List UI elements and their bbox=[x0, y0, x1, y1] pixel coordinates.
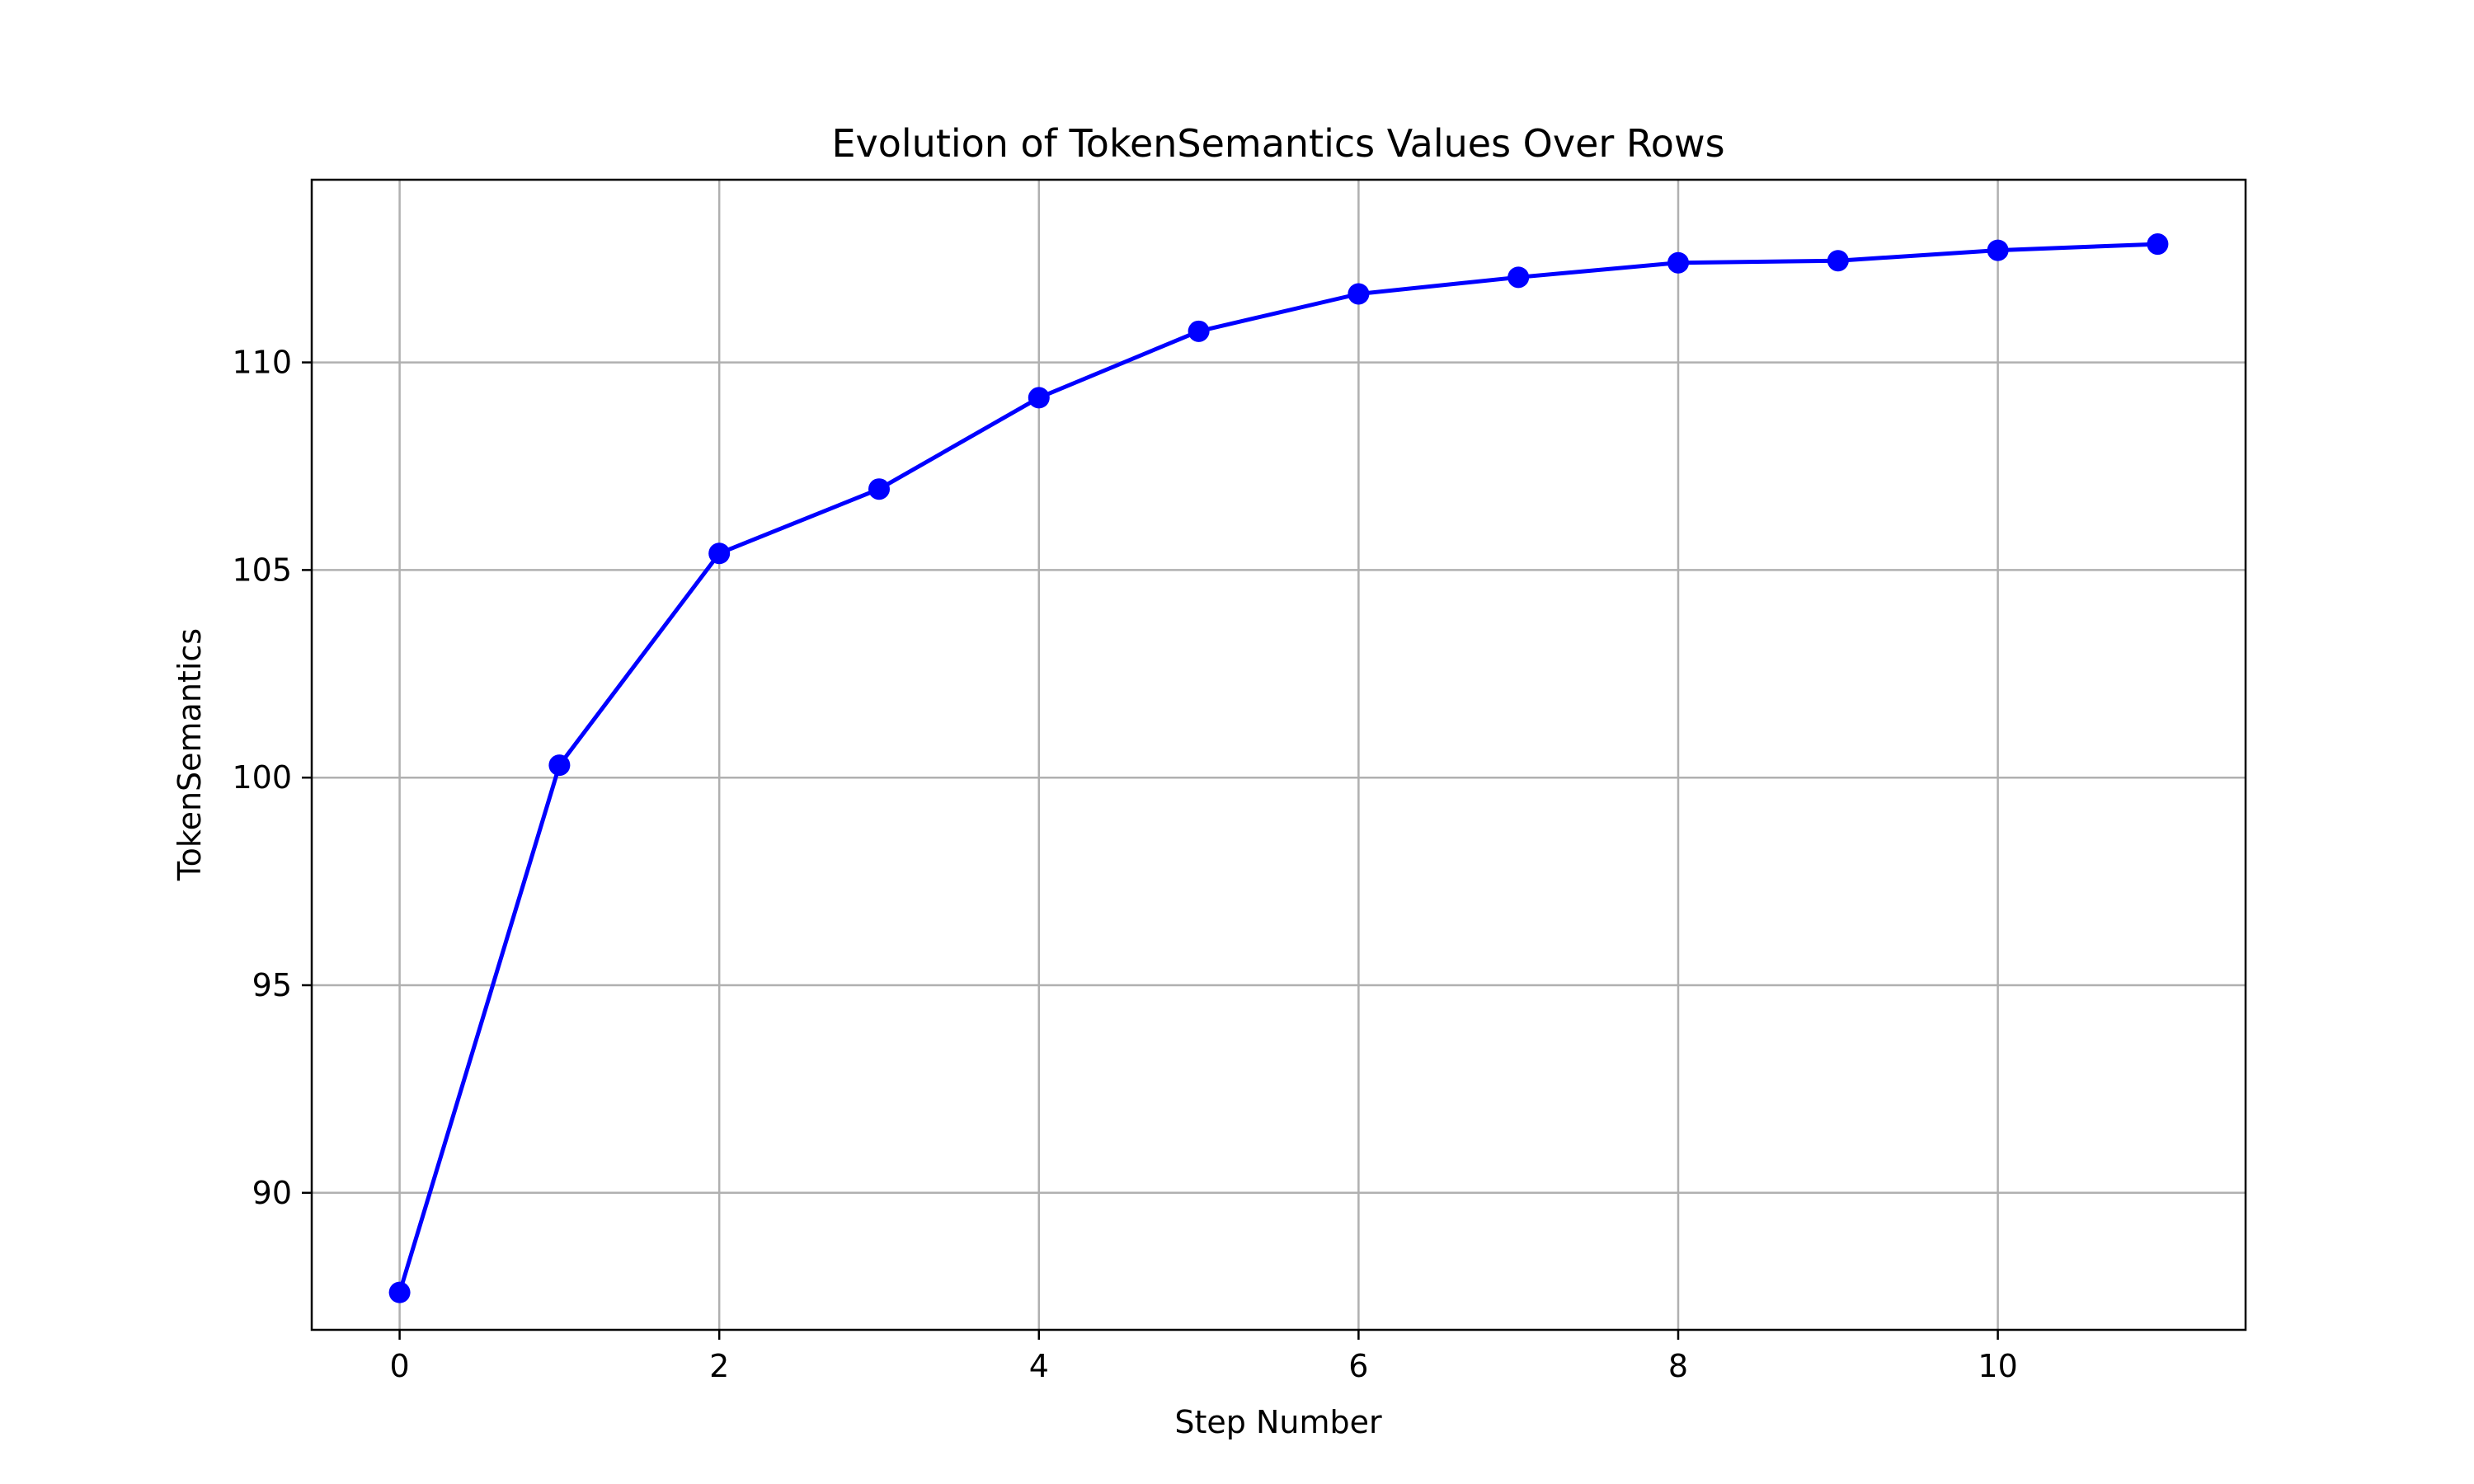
y-axis-label: TokenSemantics bbox=[172, 628, 208, 881]
y-tick-label: 95 bbox=[252, 967, 292, 1003]
x-tick-label: 6 bbox=[1348, 1348, 1368, 1384]
data-point bbox=[708, 542, 731, 565]
x-tick-label: 8 bbox=[1668, 1348, 1688, 1384]
data-point bbox=[2147, 233, 2169, 256]
y-tick-label: 110 bbox=[232, 345, 292, 381]
data-point bbox=[548, 754, 571, 777]
data-point bbox=[1987, 239, 2009, 261]
data-point bbox=[388, 1281, 411, 1303]
plot-area-frame bbox=[310, 178, 2247, 1331]
x-tick-label: 10 bbox=[1978, 1348, 2017, 1384]
ticks: 0 2 4 6 8 10 90 95 100 105 110 bbox=[232, 345, 2017, 1384]
x-axis-label: Step Number bbox=[1174, 1404, 1382, 1440]
data-point bbox=[1028, 387, 1050, 409]
data-point bbox=[1827, 250, 1849, 272]
x-tick-label: 4 bbox=[1029, 1348, 1049, 1384]
data-point bbox=[1348, 283, 1370, 305]
series-line bbox=[397, 242, 2160, 1295]
x-tick-label: 0 bbox=[389, 1348, 409, 1384]
data-point bbox=[1188, 320, 1210, 342]
grid bbox=[312, 180, 2246, 1330]
y-tick-label: 105 bbox=[232, 552, 292, 588]
y-tick-label: 90 bbox=[252, 1175, 292, 1211]
data-point bbox=[868, 478, 890, 500]
data-point bbox=[1667, 251, 1690, 274]
x-tick-label: 2 bbox=[709, 1348, 729, 1384]
data-point bbox=[1507, 266, 1530, 289]
y-tick-label: 100 bbox=[232, 759, 292, 796]
chart-title: Evolution of TokenSemantics Values Over … bbox=[831, 121, 1724, 166]
series-layer bbox=[388, 233, 2169, 1303]
